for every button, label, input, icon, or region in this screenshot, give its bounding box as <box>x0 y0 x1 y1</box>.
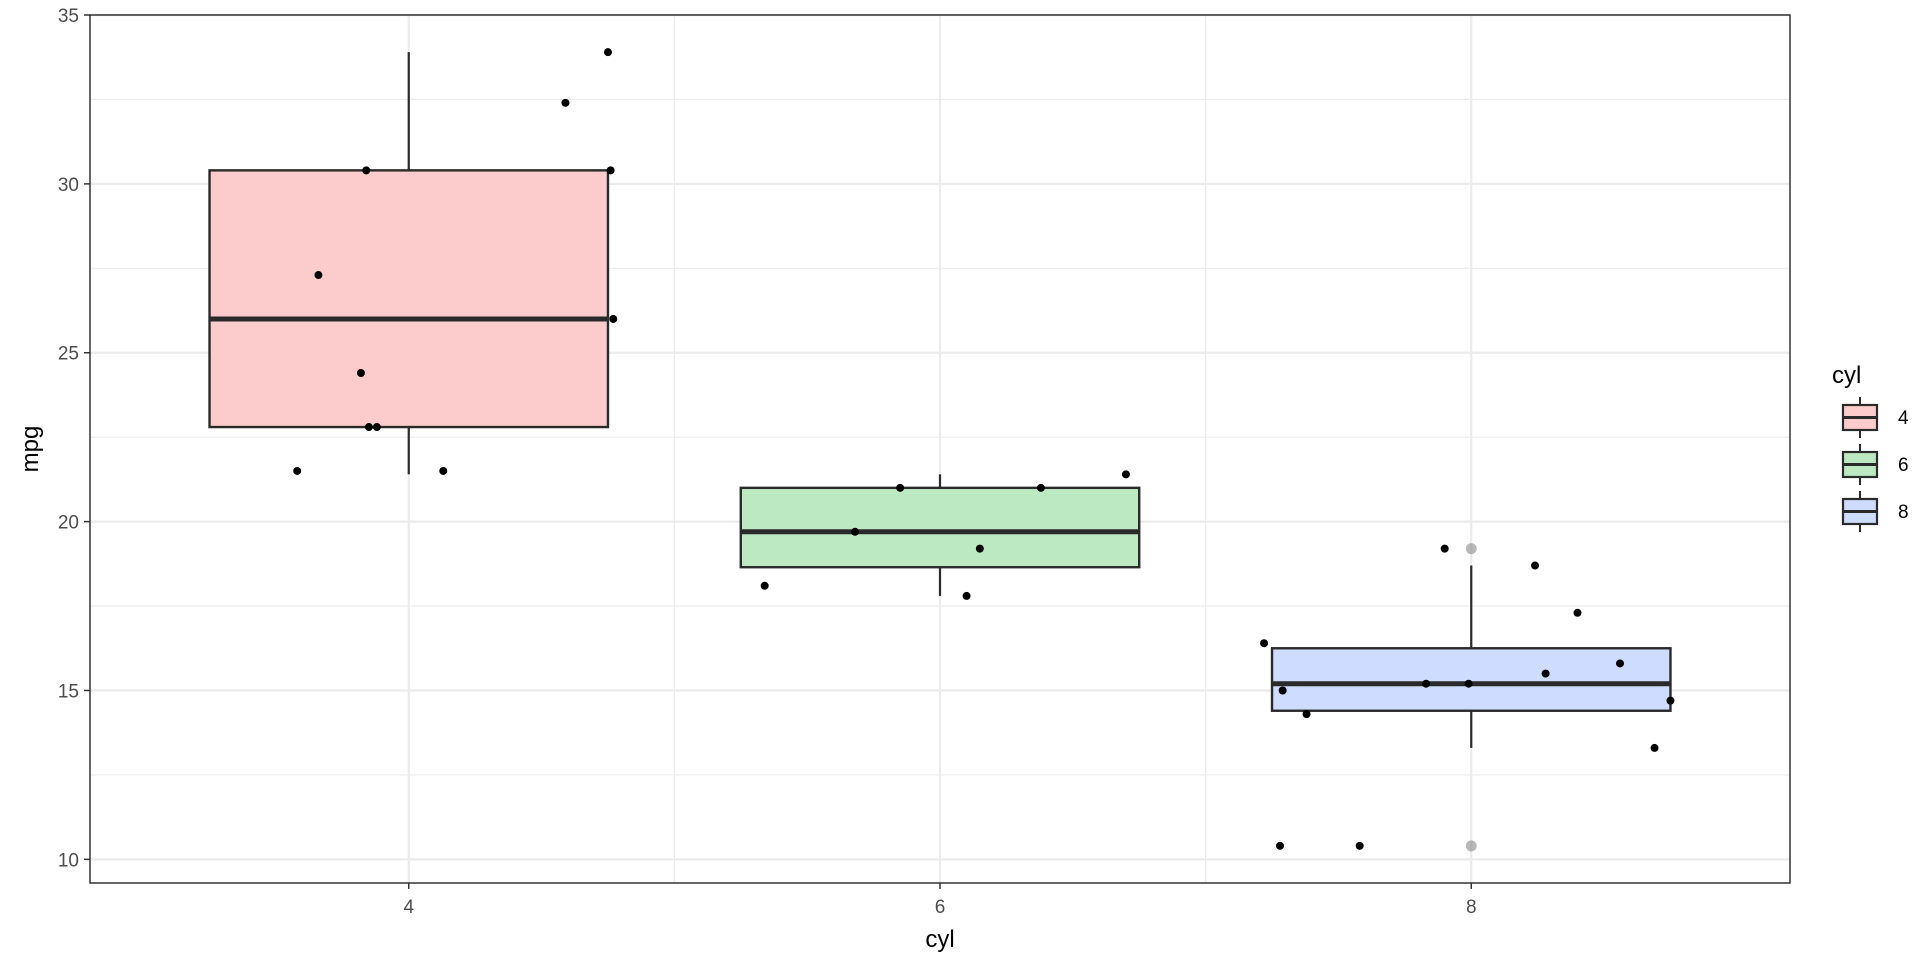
data-point <box>356 369 365 378</box>
data-point <box>609 314 618 323</box>
data-point <box>760 581 769 590</box>
data-point <box>1278 686 1287 695</box>
data-points <box>293 48 1675 850</box>
boxplot-cyl-4 <box>208 52 610 475</box>
legend-entry-8: 8 <box>1841 491 1909 532</box>
data-point <box>851 527 859 536</box>
outlier-point <box>1465 840 1477 852</box>
data-point <box>1302 710 1311 719</box>
y-tick-label: 10 <box>58 850 79 871</box>
data-point <box>1355 841 1364 850</box>
boxplot-cyl-6 <box>739 474 1141 596</box>
data-point <box>1036 483 1045 492</box>
data-point <box>1464 679 1473 688</box>
data-point <box>561 98 570 107</box>
data-point <box>1440 544 1449 553</box>
data-point <box>975 544 984 553</box>
data-point <box>1666 696 1675 705</box>
x-axis-title: cyl <box>925 926 954 953</box>
boxplot-cyl-8 <box>1270 543 1672 852</box>
data-point <box>1616 659 1624 668</box>
outlier-point <box>1465 543 1477 555</box>
legend-label: 4 <box>1898 408 1909 429</box>
data-point <box>362 166 371 175</box>
data-point <box>1541 669 1550 678</box>
data-point <box>293 466 302 475</box>
data-point <box>1260 639 1269 648</box>
axes: 10 15 20 25 30 35 4 6 8 <box>58 6 1477 918</box>
legend-label: 6 <box>1898 455 1909 476</box>
y-tick-label: 30 <box>58 175 79 196</box>
data-point <box>1573 608 1582 617</box>
x-tick-label: 8 <box>1466 897 1477 918</box>
y-axis-title: mpg <box>17 426 44 473</box>
data-point <box>364 423 373 432</box>
x-tick-label: 4 <box>403 897 414 918</box>
legend-title: cyl <box>1832 362 1861 389</box>
data-point <box>372 423 381 432</box>
box-iqr <box>208 169 610 429</box>
y-tick-label: 35 <box>58 6 79 27</box>
legend-label: 8 <box>1898 502 1909 523</box>
data-point <box>314 271 323 280</box>
box-iqr <box>1270 647 1672 712</box>
data-point <box>1531 561 1539 570</box>
y-tick-label: 20 <box>58 513 79 534</box>
data-point <box>896 483 905 492</box>
y-tick-label: 15 <box>58 681 79 702</box>
legend-entry-4: 4 <box>1841 397 1909 438</box>
data-point <box>439 466 448 475</box>
data-point <box>1422 679 1431 688</box>
data-point <box>606 166 615 175</box>
data-point <box>1276 841 1284 850</box>
grid <box>90 13 1790 883</box>
data-point <box>603 48 612 57</box>
y-tick-label: 25 <box>58 344 79 365</box>
legend: cyl 4 6 8 <box>1832 362 1909 532</box>
box-iqr <box>739 486 1141 569</box>
data-point <box>1121 470 1130 479</box>
x-tick-label: 6 <box>935 897 946 918</box>
data-point <box>962 591 971 600</box>
data-point <box>1650 743 1659 752</box>
boxplots <box>208 52 1672 852</box>
legend-entry-6: 6 <box>1841 444 1909 485</box>
